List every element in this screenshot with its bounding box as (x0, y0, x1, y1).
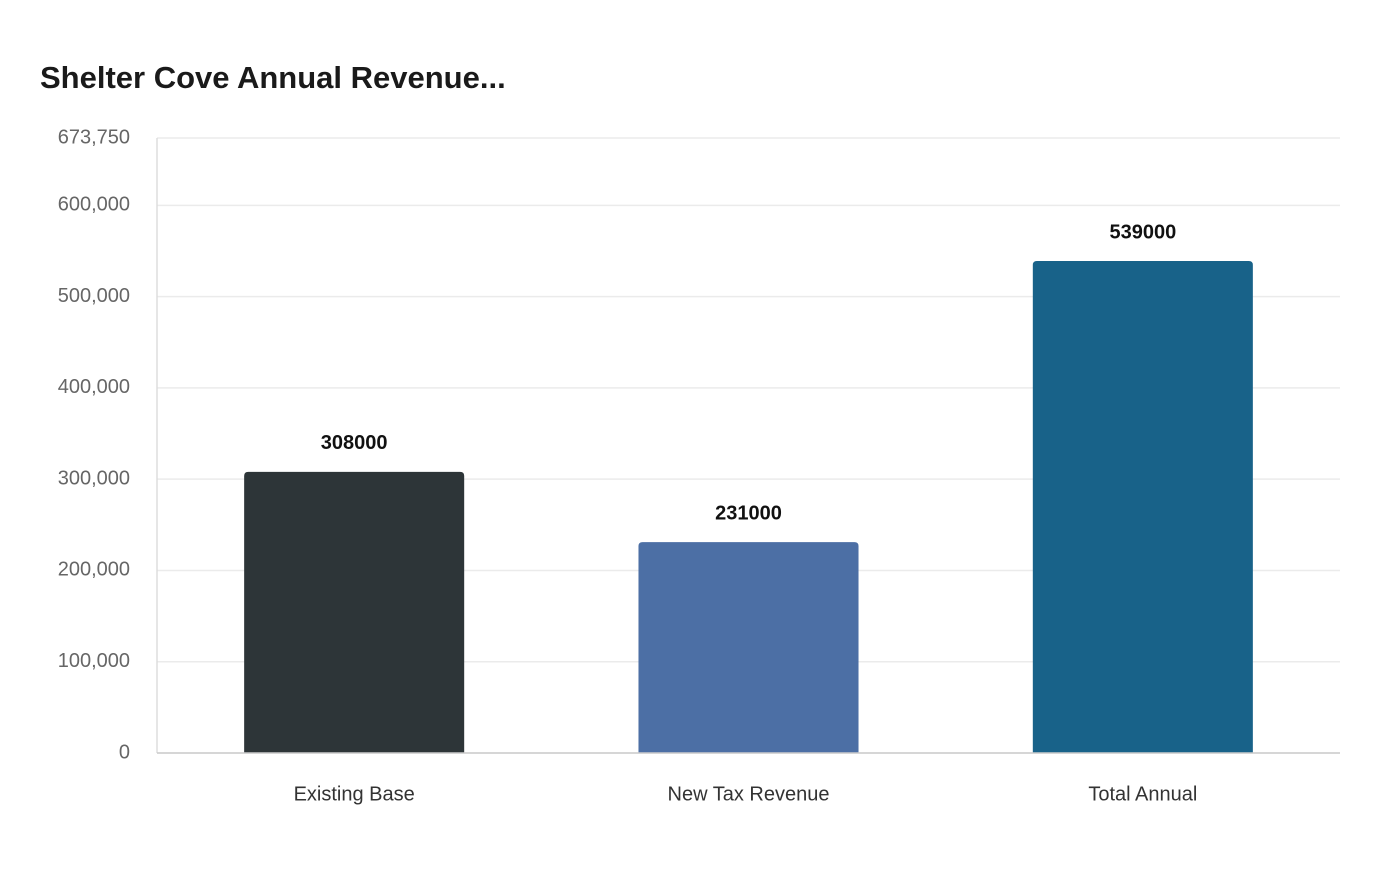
x-tick-label: Total Annual (1088, 783, 1197, 805)
bar (638, 542, 859, 753)
bar (1032, 261, 1253, 753)
y-tick-label: 200,000 (58, 559, 130, 581)
y-tick-label: 400,000 (58, 376, 130, 398)
y-tick-label: 500,000 (58, 285, 130, 307)
y-tick-label: 0 (119, 741, 130, 763)
value-label: 539000 (1109, 221, 1176, 243)
y-tick-label: 300,000 (58, 467, 130, 489)
y-tick-label: 600,000 (58, 194, 130, 216)
y-tick-label: 100,000 (58, 650, 130, 672)
value-label: 231000 (715, 502, 782, 524)
y-tick-label: 673,750 (58, 126, 130, 148)
bar (244, 471, 465, 753)
value-label: 308000 (321, 432, 388, 454)
x-tick-label: Existing Base (294, 783, 415, 805)
chart-title: Shelter Cove Annual Revenue... (40, 60, 506, 95)
x-tick-label: New Tax Revenue (668, 783, 830, 805)
